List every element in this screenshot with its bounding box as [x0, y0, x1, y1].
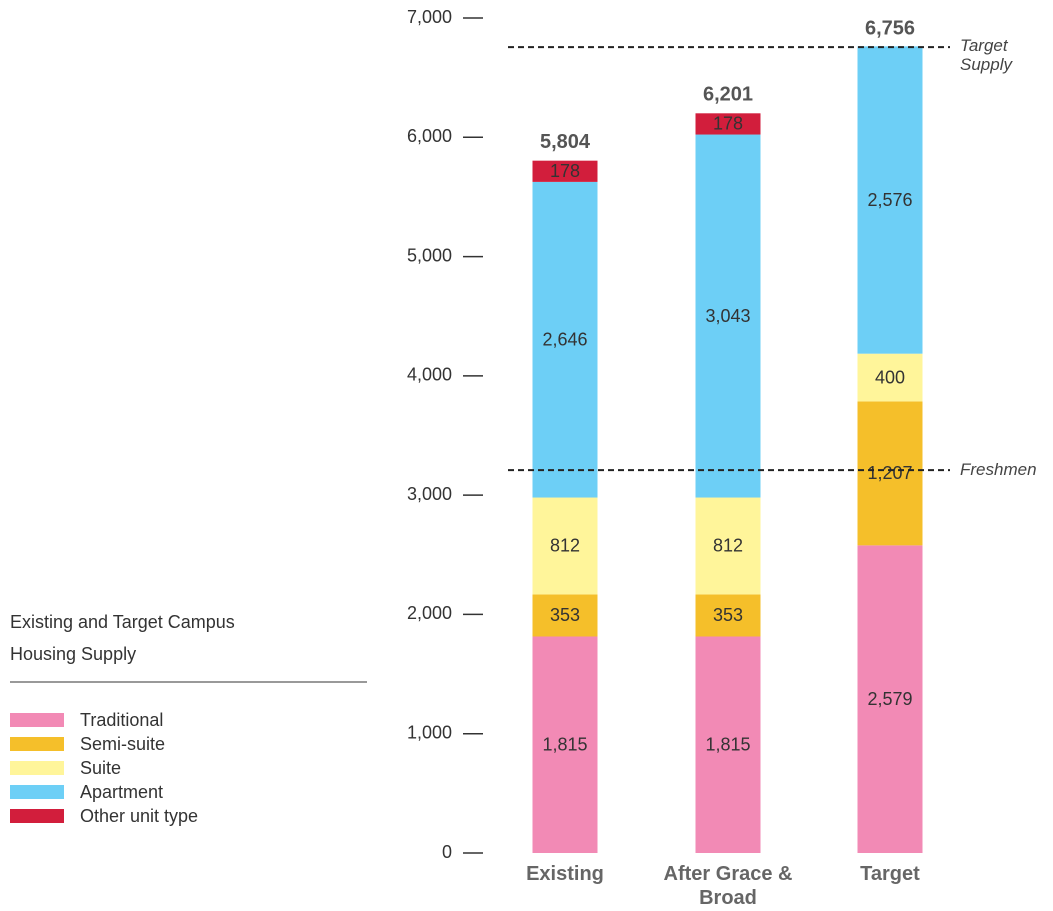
legend-swatch — [10, 713, 64, 727]
legend-label: Suite — [80, 758, 121, 778]
segment-label: 812 — [550, 536, 580, 556]
legend-swatch — [10, 785, 64, 799]
segment-label: 3,043 — [705, 306, 750, 326]
bar-segment — [695, 594, 761, 637]
segment-label: 2,576 — [867, 190, 912, 210]
legend-label: Traditional — [80, 710, 163, 730]
segment-label: 178 — [550, 161, 580, 181]
x-tick-label: Existing — [526, 863, 604, 885]
y-tick-label: 3,000 — [407, 484, 452, 504]
bar-segment — [857, 353, 923, 402]
reference-label: Freshmen — [960, 460, 1037, 480]
bar-segment — [695, 636, 761, 853]
bar-segment — [695, 113, 761, 135]
segment-label: 1,815 — [705, 734, 750, 754]
legend-swatch — [10, 761, 64, 775]
y-tick-label: 6,000 — [407, 126, 452, 146]
bar-segment — [532, 594, 598, 637]
segment-label: 1,815 — [542, 734, 587, 754]
legend-label: Other unit type — [80, 806, 198, 826]
segment-label: 2,646 — [542, 329, 587, 349]
bar-segment — [857, 401, 923, 546]
x-tick-label: Target — [860, 863, 920, 885]
legend-title: Existing and Target Campus Housing Suppl… — [10, 612, 235, 664]
y-tick-label: 4,000 — [407, 365, 452, 385]
segment-label: 2,579 — [867, 689, 912, 709]
reference-label: Target Supply — [960, 36, 1012, 75]
total-label: 5,804 — [540, 131, 591, 153]
total-label: 6,201 — [703, 84, 753, 106]
bar-segment — [532, 497, 598, 595]
x-tick-label: After Grace & Broad — [663, 863, 793, 909]
y-tick-label: 2,000 — [407, 603, 452, 623]
bar-segment — [532, 636, 598, 853]
segment-label: 1,207 — [867, 463, 912, 483]
bar-segment — [532, 160, 598, 182]
segment-label: 812 — [713, 536, 743, 556]
legend-swatch — [10, 809, 64, 823]
legend-label: Semi-suite — [80, 734, 165, 754]
legend-swatch — [10, 737, 64, 751]
bar-segment — [695, 497, 761, 595]
segment-label: 178 — [713, 114, 743, 134]
segment-label: 353 — [550, 605, 580, 625]
y-tick-label: 7,000 — [407, 7, 452, 27]
segment-label: 353 — [713, 605, 743, 625]
y-tick-label: 5,000 — [407, 245, 452, 265]
bar-segment — [695, 134, 761, 498]
bar-segment — [857, 46, 923, 354]
segment-label: 400 — [875, 367, 905, 387]
y-tick-label: 1,000 — [407, 722, 452, 742]
total-label: 6,756 — [865, 17, 915, 39]
bar-segment — [857, 545, 923, 853]
y-tick-label: 0 — [442, 842, 452, 862]
legend-label: Apartment — [80, 782, 163, 802]
bar-segment — [532, 181, 598, 498]
